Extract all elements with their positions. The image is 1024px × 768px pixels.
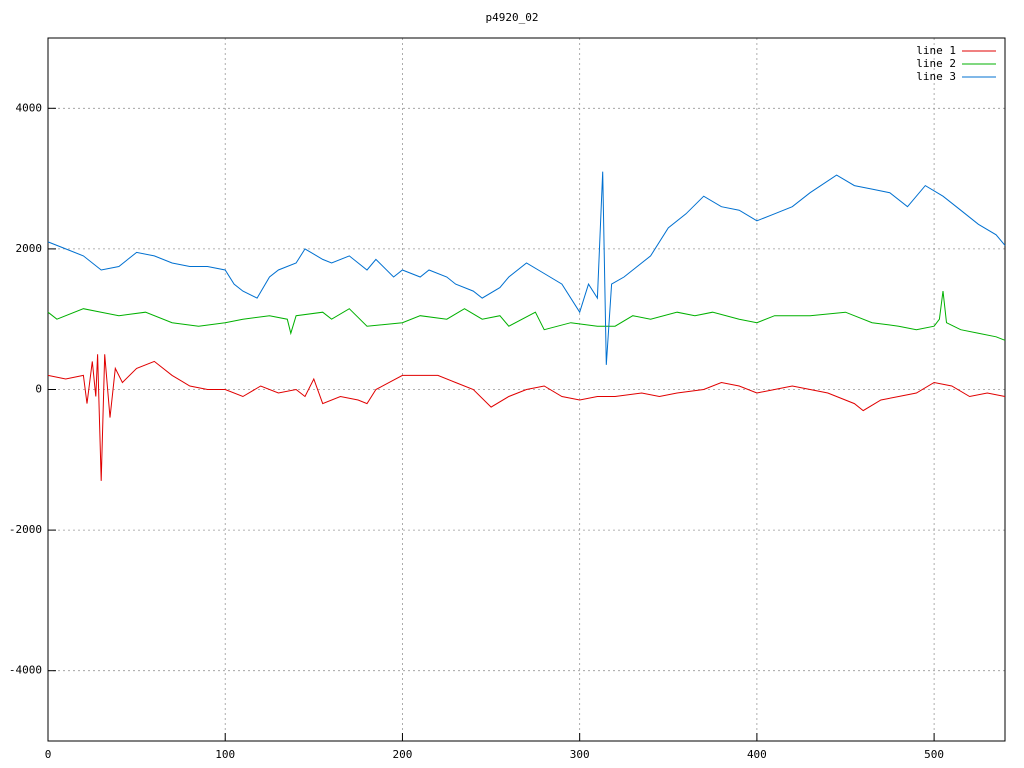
y-tick-label: -4000	[9, 664, 42, 677]
y-tick-label: 2000	[16, 242, 43, 255]
chart-title: p4920_02	[486, 11, 539, 24]
legend-label: line 3	[916, 70, 956, 83]
data-line	[47, 354, 1006, 481]
x-tick-label: 400	[747, 748, 767, 761]
data-line	[47, 171, 1006, 365]
x-tick-label: 100	[215, 748, 235, 761]
legend-label: line 1	[916, 44, 956, 57]
y-tick-label: 0	[35, 383, 42, 396]
x-tick-label: 0	[45, 748, 52, 761]
x-tick-label: 500	[924, 748, 944, 761]
x-tick-label: 200	[393, 748, 413, 761]
plot-frame	[47, 37, 1006, 742]
x-tick-label: 300	[570, 748, 590, 761]
y-tick-label: -2000	[9, 523, 42, 536]
y-tick-label: 4000	[16, 101, 43, 114]
data-line	[47, 291, 1006, 341]
legend-label: line 2	[916, 57, 956, 70]
